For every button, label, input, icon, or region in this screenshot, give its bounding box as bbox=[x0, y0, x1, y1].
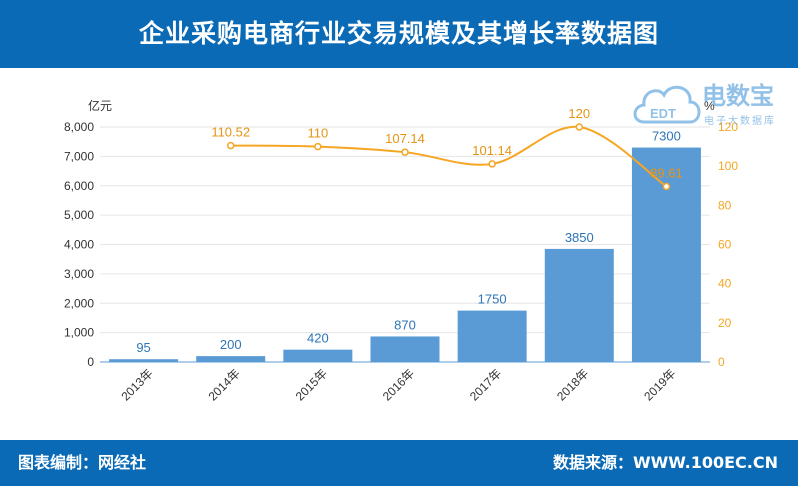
y2-tick-label: 0 bbox=[718, 355, 725, 369]
y2-tick-label: 20 bbox=[718, 316, 732, 330]
bar-value-label: 95 bbox=[136, 340, 150, 355]
chart-credit: 图表编制：网经社 bbox=[18, 453, 147, 472]
x-tick-label: 2015年 bbox=[293, 366, 330, 403]
y-tick-label: 4,000 bbox=[64, 238, 94, 252]
bar-value-label: 7300 bbox=[652, 129, 681, 144]
logo-main-text: 电数宝 bbox=[702, 82, 774, 110]
y2-axis-unit: % bbox=[704, 99, 715, 113]
growth-rate-label: 107.14 bbox=[385, 131, 425, 146]
y2-tick-label: 40 bbox=[718, 277, 732, 291]
bar-value-label: 420 bbox=[307, 331, 329, 346]
y-tick-label: 2,000 bbox=[64, 296, 94, 310]
cloud-icon: EDT bbox=[633, 85, 701, 124]
bar-value-label: 870 bbox=[394, 317, 416, 332]
x-tick-label: 2018年 bbox=[554, 366, 591, 403]
growth-rate-label: 110 bbox=[307, 126, 328, 141]
growth-rate-label: 110.52 bbox=[211, 125, 250, 140]
bar-value-label: 1750 bbox=[478, 292, 507, 307]
y2-tick-label: 80 bbox=[718, 198, 732, 212]
y-axis-unit: 亿元 bbox=[88, 98, 112, 113]
data-source: 数据来源：WWW.100EC.CN bbox=[552, 453, 778, 472]
growth-rate-label: 120 bbox=[568, 106, 590, 121]
watermark-logo: EDT 电数宝 电子大数据库 bbox=[630, 74, 792, 138]
growth-rate-point bbox=[488, 160, 496, 168]
growth-rate-point bbox=[226, 141, 235, 150]
y-tick-label: 6,000 bbox=[64, 179, 94, 193]
y2-tick-label: 120 bbox=[718, 120, 738, 134]
bar bbox=[544, 248, 614, 362]
growth-rate-label: 101.14 bbox=[472, 143, 512, 158]
bar bbox=[196, 356, 266, 362]
growth-rate-point bbox=[314, 142, 322, 151]
bar-value-label: 200 bbox=[220, 337, 242, 352]
y2-tick-label: 60 bbox=[718, 238, 732, 252]
x-tick-label: 2013年 bbox=[118, 366, 155, 403]
growth-rate-line bbox=[230, 125, 667, 188]
bar bbox=[109, 359, 179, 362]
header-bar bbox=[0, 0, 798, 68]
bar bbox=[457, 310, 527, 362]
y-tick-label: 8,000 bbox=[64, 120, 94, 134]
chart-title: 企业采购电商行业交易规模及其增长率数据图 bbox=[138, 19, 659, 48]
growth-rate-label: 89.61 bbox=[650, 166, 683, 181]
y-tick-label: 1,000 bbox=[64, 326, 94, 340]
x-tick-label: 2014年 bbox=[206, 366, 243, 403]
y-tick-label: 5,000 bbox=[64, 208, 94, 222]
y-tick-label: 3,000 bbox=[64, 267, 94, 281]
x-tick-label: 2016年 bbox=[380, 366, 417, 403]
y-tick-label: 0 bbox=[87, 355, 94, 369]
footer-bar: 图表编制：网经社 数据来源：WWW.100EC.CN bbox=[0, 440, 798, 486]
y2-tick-label: 100 bbox=[718, 159, 738, 173]
chart-area: 0 1,000 2,000 3,000 4,000 5,000 6,000 7,000 8,00… bbox=[64, 98, 738, 403]
x-tick-label: 2017年 bbox=[467, 366, 504, 403]
logo-badge: EDT bbox=[650, 106, 676, 121]
logo-sub-text: 电子大数据库 bbox=[704, 116, 776, 127]
growth-rate-point bbox=[401, 148, 409, 156]
bar bbox=[370, 336, 440, 362]
x-tick-label: 2019年 bbox=[641, 366, 678, 403]
bar bbox=[283, 349, 353, 362]
bar-value-label: 3850 bbox=[565, 230, 594, 245]
growth-rate-point bbox=[575, 123, 584, 131]
y-tick-label: 7,000 bbox=[64, 149, 94, 163]
growth-rate-point bbox=[662, 182, 671, 191]
